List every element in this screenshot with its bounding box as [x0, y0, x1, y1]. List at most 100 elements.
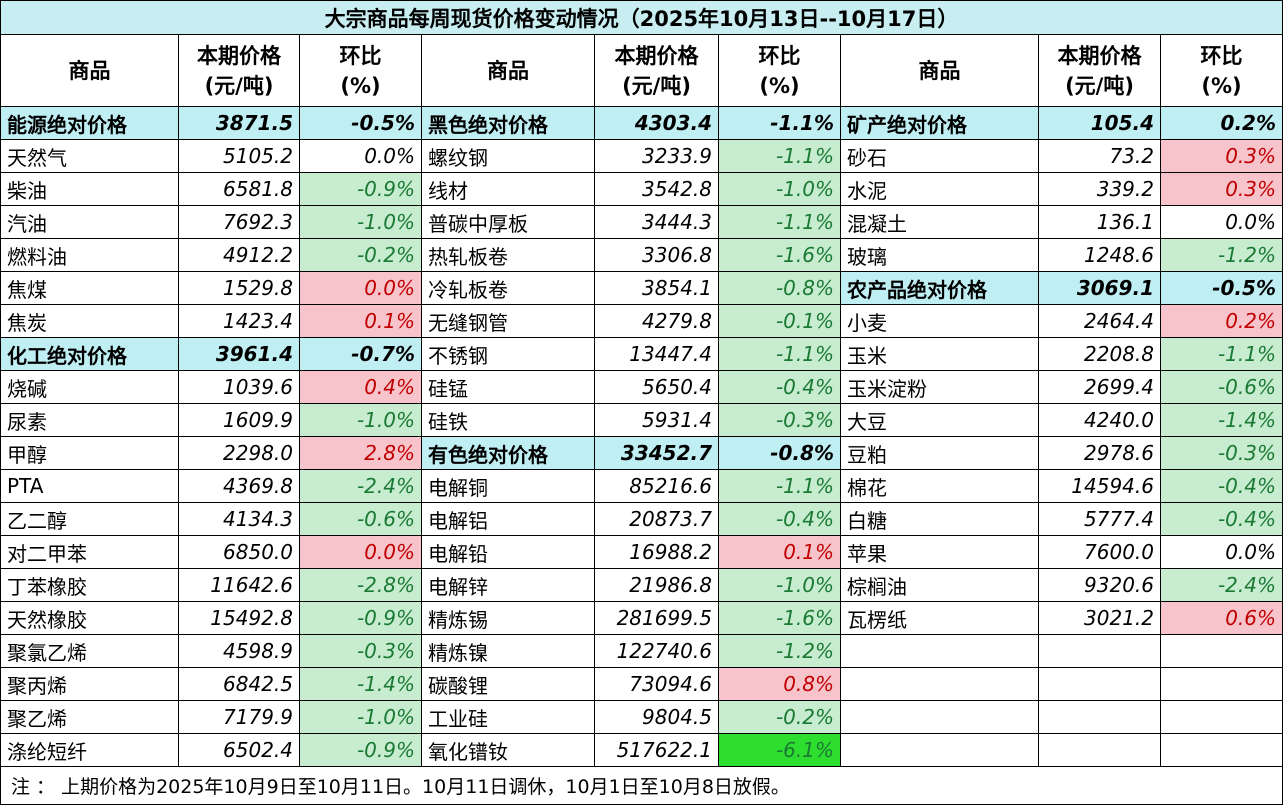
commodity-price: 3069.1 — [1038, 271, 1161, 305]
table-row: 天然气 5105.2 0.0% 螺纹钢 3233.9 -1.1% 砂石 73.2 0.3% — [0, 139, 1283, 173]
commodity-change: 0.1% — [299, 304, 422, 338]
commodity-change: -0.1% — [718, 304, 841, 338]
commodity-change: -0.9% — [299, 172, 422, 206]
commodity-change: -1.1% — [1160, 337, 1283, 371]
commodity-price: 4303.4 — [594, 106, 719, 140]
table-row: 聚丙烯 6842.5 -1.4% 碳酸锂 73094.6 0.8% — [0, 667, 1283, 701]
commodity-change: -0.4% — [1160, 469, 1283, 503]
commodity-name: 砂石 — [840, 139, 1039, 173]
commodity-change: -1.6% — [718, 238, 841, 272]
commodity-price: 5931.4 — [594, 403, 719, 437]
commodity-name: 甲醇 — [0, 436, 179, 470]
commodity-price: 2298.0 — [178, 436, 300, 470]
commodity-change: -1.1% — [718, 337, 841, 371]
commodity-price: 7600.0 — [1038, 535, 1161, 569]
table-row: 聚氯乙烯 4598.9 -0.3% 精炼镍 122740.6 -1.2% — [0, 634, 1283, 668]
commodity-price: 4279.8 — [594, 304, 719, 338]
header-chg: 环比 (%) — [718, 34, 841, 107]
commodity-change — [1160, 733, 1283, 767]
commodity-price: 4598.9 — [178, 634, 300, 668]
commodity-price: 5777.4 — [1038, 502, 1161, 536]
commodity-name: 乙二醇 — [0, 502, 179, 536]
header-chg-line2: (%) — [1201, 73, 1242, 98]
commodity-change: 0.6% — [1160, 601, 1283, 635]
commodity-price: 6502.4 — [178, 733, 300, 767]
commodity-price: 3961.4 — [178, 337, 300, 371]
commodity-change: 0.4% — [299, 370, 422, 404]
commodity-change: -0.2% — [299, 238, 422, 272]
commodity-change: -0.4% — [1160, 502, 1283, 536]
commodity-price: 4240.0 — [1038, 403, 1161, 437]
commodity-name: 电解铜 — [421, 469, 595, 503]
commodity-change: -0.4% — [718, 502, 841, 536]
commodity-name: 天然气 — [0, 139, 179, 173]
commodity-name: 无缝钢管 — [421, 304, 595, 338]
table-row: PTA 4369.8 -2.4% 电解铜 85216.6 -1.1% 棉花 14594.6 -0… — [0, 469, 1283, 503]
commodity-price: 20873.7 — [594, 502, 719, 536]
commodity-price: 6842.5 — [178, 667, 300, 701]
commodity-change: -1.1% — [718, 469, 841, 503]
commodity-change: -1.2% — [718, 634, 841, 668]
commodity-change: -0.5% — [1160, 271, 1283, 305]
commodity-name: 化工绝对价格 — [0, 337, 179, 371]
commodity-change: -0.4% — [718, 370, 841, 404]
commodity-name: 硅锰 — [421, 370, 595, 404]
header-price: 本期价格 (元/吨) — [1038, 34, 1161, 107]
commodity-name: 聚氯乙烯 — [0, 634, 179, 668]
commodity-price — [1038, 634, 1161, 668]
header-price-line1: 本期价格 — [197, 43, 281, 68]
commodity-change: 0.0% — [1160, 535, 1283, 569]
commodity-name: PTA — [0, 469, 179, 503]
commodity-name: 螺纹钢 — [421, 139, 595, 173]
commodity-name: 丁苯橡胶 — [0, 568, 179, 602]
commodity-name — [840, 700, 1039, 734]
commodity-price: 3306.8 — [594, 238, 719, 272]
commodity-name — [840, 733, 1039, 767]
commodity-price: 281699.5 — [594, 601, 719, 635]
commodity-change: -1.1% — [718, 139, 841, 173]
commodity-change: -0.6% — [1160, 370, 1283, 404]
commodity-change: -0.5% — [299, 106, 422, 140]
commodity-name: 燃料油 — [0, 238, 179, 272]
commodity-change: 0.8% — [718, 667, 841, 701]
commodity-name: 氧化镨钕 — [421, 733, 595, 767]
commodity-price: 85216.6 — [594, 469, 719, 503]
commodity-price: 105.4 — [1038, 106, 1161, 140]
header-price-line2: (元/吨) — [1065, 73, 1134, 98]
commodity-name: 玉米 — [840, 337, 1039, 371]
table-row: 甲醇 2298.0 2.8% 有色绝对价格 33452.7 -0.8% 豆粕 2978.6 -0… — [0, 436, 1283, 470]
header-chg: 环比 (%) — [1160, 34, 1283, 107]
commodity-price: 136.1 — [1038, 205, 1161, 239]
commodity-change: -1.0% — [718, 172, 841, 206]
commodity-change: -1.0% — [299, 205, 422, 239]
commodity-name: 电解铅 — [421, 535, 595, 569]
commodity-name: 豆粕 — [840, 436, 1039, 470]
commodity-change: -1.2% — [1160, 238, 1283, 272]
header-chg-line1: 环比 — [758, 43, 801, 68]
commodity-name: 水泥 — [840, 172, 1039, 206]
commodity-name: 硅铁 — [421, 403, 595, 437]
commodity-name: 焦炭 — [0, 304, 179, 338]
commodity-name: 涤纶短纤 — [0, 733, 179, 767]
commodity-name: 柴油 — [0, 172, 179, 206]
commodity-name: 汽油 — [0, 205, 179, 239]
commodity-name: 能源绝对价格 — [0, 106, 179, 140]
table-title: 大宗商品每周现货价格变动情况（2025年10月13日--10月17日） — [0, 0, 1283, 35]
commodity-price: 33452.7 — [594, 436, 719, 470]
table-row: 涤纶短纤 6502.4 -0.9% 氧化镨钕 517622.1 -6.1% — [0, 733, 1283, 767]
commodity-name: 冷轧板卷 — [421, 271, 595, 305]
header-price: 本期价格 (元/吨) — [178, 34, 300, 107]
commodity-price: 122740.6 — [594, 634, 719, 668]
commodity-change: -0.8% — [718, 436, 841, 470]
commodity-change: -1.0% — [718, 568, 841, 602]
commodity-price: 4912.2 — [178, 238, 300, 272]
table-row: 燃料油 4912.2 -0.2% 热轧板卷 3306.8 -1.6% 玻璃 1248.6 -1.… — [0, 238, 1283, 272]
commodity-name: 尿素 — [0, 403, 179, 437]
commodity-price: 3854.1 — [594, 271, 719, 305]
header-price-line2: (元/吨) — [622, 73, 691, 98]
commodity-change: 0.0% — [299, 535, 422, 569]
table-row: 聚乙烯 7179.9 -1.0% 工业硅 9804.5 -0.2% — [0, 700, 1283, 734]
table-row: 柴油 6581.8 -0.9% 线材 3542.8 -1.0% 水泥 339.2 0.3% — [0, 172, 1283, 206]
commodity-name: 焦煤 — [0, 271, 179, 305]
commodity-price: 2464.4 — [1038, 304, 1161, 338]
